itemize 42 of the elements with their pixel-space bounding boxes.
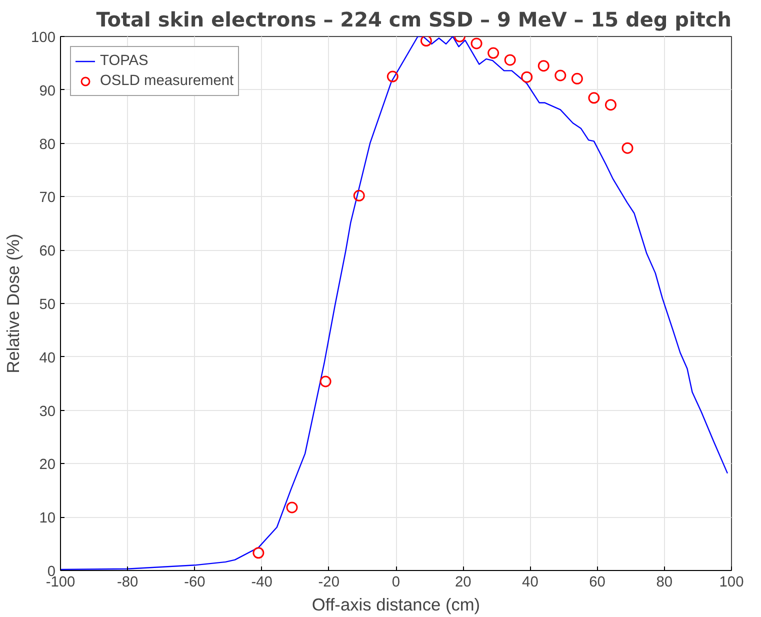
point bbox=[470, 38, 482, 50]
point bbox=[386, 70, 398, 82]
legend-label: OSLD measurement bbox=[100, 73, 234, 89]
chart-title: Total skin electrons – 224 cm SSD – 9 MeV – 15 deg pitch bbox=[96, 8, 732, 32]
x-tick-label: 20 bbox=[454, 574, 472, 590]
point bbox=[554, 70, 566, 82]
y-tick-label: 20 bbox=[39, 457, 56, 474]
legend-label: TOPAS bbox=[100, 53, 148, 69]
y-tick-label: 10 bbox=[39, 510, 56, 527]
x-tick-label: 60 bbox=[589, 574, 606, 590]
line-series bbox=[60, 36, 728, 570]
point bbox=[622, 142, 634, 154]
y-tick-label: 40 bbox=[39, 350, 56, 366]
point bbox=[504, 54, 516, 66]
point bbox=[538, 60, 550, 72]
x-tick-label: -20 bbox=[318, 574, 340, 590]
y-tick-label: 70 bbox=[39, 190, 56, 206]
y-tick-label: 60 bbox=[39, 244, 56, 260]
x-tick-label: 40 bbox=[522, 574, 538, 590]
y-tick-label: 80 bbox=[39, 136, 56, 153]
x-tick-label: 0 bbox=[392, 574, 400, 590]
x-tick-label: -80 bbox=[117, 574, 138, 590]
point bbox=[488, 47, 500, 59]
point bbox=[604, 99, 616, 111]
x-tick-label: 100 bbox=[719, 574, 744, 590]
y-tick-label: 100 bbox=[31, 30, 56, 46]
x-tick-label: -60 bbox=[184, 574, 206, 590]
point bbox=[286, 502, 298, 514]
y-tick-label: 90 bbox=[39, 83, 56, 100]
y-tick-label: 50 bbox=[39, 297, 56, 313]
y-axis-title: Relative Dose (%) bbox=[3, 234, 24, 374]
point bbox=[571, 72, 583, 84]
x-tick-label: -40 bbox=[251, 574, 272, 590]
x-tick-label: 80 bbox=[656, 574, 673, 590]
point bbox=[252, 547, 264, 559]
y-tick-label: 30 bbox=[39, 404, 56, 420]
point bbox=[420, 36, 432, 47]
point bbox=[353, 190, 365, 202]
point bbox=[521, 71, 533, 83]
point bbox=[588, 92, 600, 104]
point bbox=[320, 376, 332, 388]
x-axis-title: Off-axis distance (cm) bbox=[312, 594, 480, 614]
